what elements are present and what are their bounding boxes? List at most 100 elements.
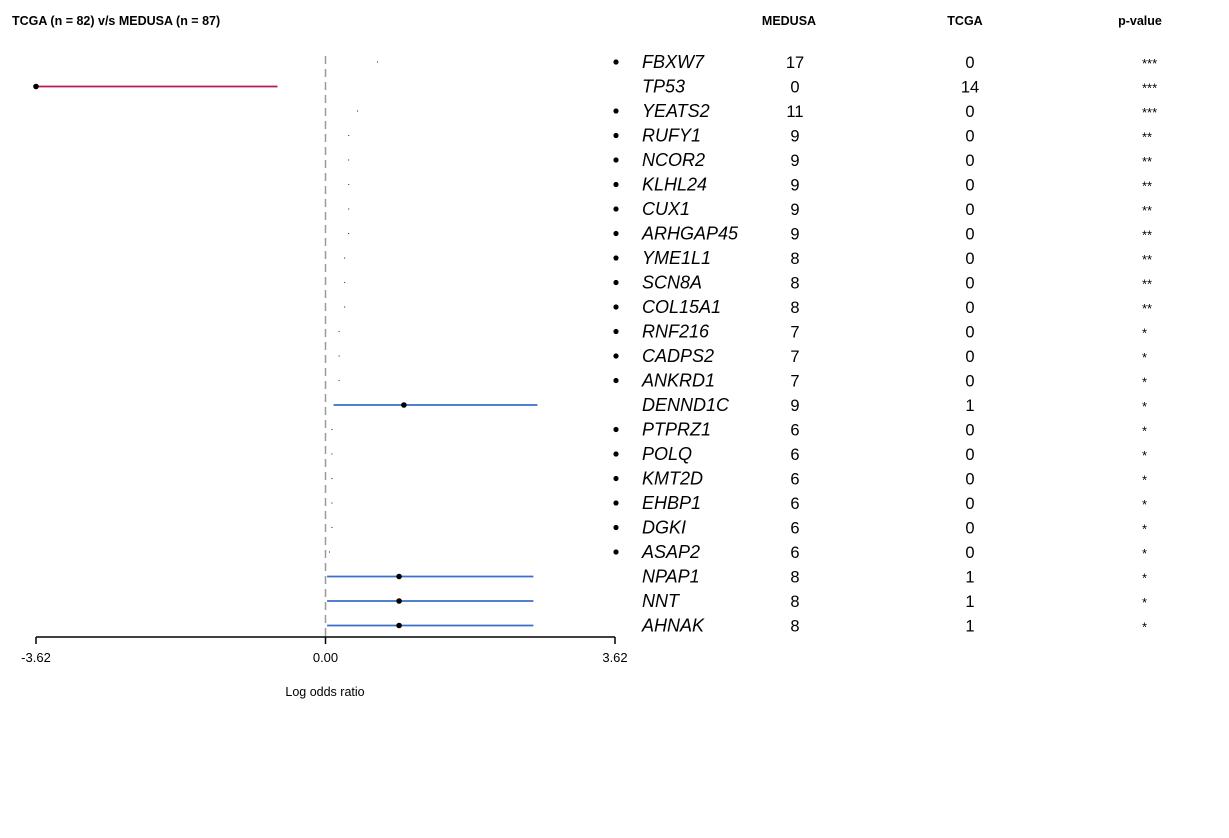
- forest-row: [331, 453, 333, 455]
- medusa-count: 9: [790, 177, 799, 195]
- gene-name: NCOR2: [642, 150, 705, 170]
- bullet-marker: [613, 524, 619, 531]
- medusa-count: 8: [790, 618, 799, 636]
- bullet-marker: [613, 475, 619, 482]
- medusa-count: 17: [786, 54, 804, 72]
- bullet-marker: [613, 108, 619, 114]
- odds-ratio-point: [328, 551, 331, 553]
- odds-ratio-point: [33, 83, 39, 90]
- x-tick-label: -3.62: [21, 650, 51, 665]
- pvalue-stars: **: [1142, 179, 1152, 194]
- forest-row: [33, 83, 278, 90]
- odds-ratio-point: [376, 61, 379, 63]
- medusa-count: 9: [790, 397, 799, 415]
- bullet-marker: [613, 353, 619, 359]
- medusa-count: 9: [790, 152, 799, 170]
- table-row: DENND1C 9 1 *: [642, 395, 1147, 415]
- medusa-count: 8: [790, 299, 799, 317]
- table-row: NNT 8 1 *: [642, 591, 1147, 611]
- tcga-count: 0: [965, 348, 974, 366]
- x-tick-label: 3.62: [602, 650, 627, 665]
- tcga-count: 0: [965, 471, 974, 489]
- pvalue-stars: *: [1142, 497, 1147, 512]
- gene-name: EHBP1: [642, 493, 701, 513]
- table-row: FBXW7 17 0 ***: [613, 52, 1157, 72]
- bullet-marker: [613, 132, 619, 139]
- medusa-count: 9: [790, 226, 799, 244]
- tcga-count: 0: [965, 128, 974, 146]
- odds-ratio-point: [344, 306, 346, 308]
- forest-marks: [33, 61, 538, 629]
- gene-name: KMT2D: [642, 469, 703, 489]
- bullet-marker: [613, 304, 619, 310]
- odds-ratio-point: [348, 232, 350, 235]
- bullet-marker: [613, 451, 619, 457]
- odds-ratio-point: [348, 134, 350, 137]
- gene-name: NPAP1: [642, 567, 700, 587]
- medusa-count: 0: [790, 79, 799, 97]
- medusa-count: 7: [790, 373, 799, 391]
- tcga-count: 0: [965, 544, 974, 562]
- medusa-count: 8: [790, 569, 799, 587]
- tcga-count: 0: [965, 275, 974, 293]
- pvalue-stars: **: [1142, 154, 1152, 169]
- bullet-marker: [613, 230, 619, 237]
- odds-ratio-point: [348, 208, 350, 210]
- medusa-count: 7: [790, 348, 799, 366]
- gene-name: KLHL24: [642, 175, 707, 195]
- tcga-count: 0: [965, 520, 974, 538]
- medusa-count: 8: [790, 275, 799, 293]
- odds-ratio-point: [331, 428, 333, 431]
- tcga-count: 0: [965, 226, 974, 244]
- tcga-count: 0: [965, 201, 974, 219]
- odds-ratio-point: [331, 526, 333, 529]
- tcga-count: 0: [965, 373, 974, 391]
- tcga-count: 0: [965, 422, 974, 440]
- pvalue-stars: *: [1142, 473, 1147, 488]
- pvalue-stars: **: [1142, 228, 1152, 243]
- table-row: NCOR2 9 0 **: [613, 150, 1152, 170]
- table-row: ANKRD1 7 0 *: [613, 371, 1147, 391]
- gene-name: YME1L1: [642, 248, 711, 268]
- odds-ratio-point: [331, 502, 333, 504]
- gene-name: AHNAK: [641, 616, 705, 636]
- forest-row: [338, 379, 340, 382]
- bullet-marker: [613, 377, 619, 384]
- pvalue-stars: ***: [1142, 105, 1157, 120]
- gene-name: DENND1C: [642, 395, 730, 415]
- forest-row: [328, 551, 331, 553]
- odds-ratio-point: [338, 379, 340, 382]
- table-row: SCN8A 8 0 **: [613, 273, 1152, 293]
- bullet-marker: [613, 500, 619, 506]
- x-tick-label: 0.00: [313, 650, 338, 665]
- table-row: KLHL24 9 0 **: [613, 175, 1152, 195]
- forest-row: [331, 477, 333, 480]
- tcga-count: 1: [965, 569, 974, 587]
- pvalue-stars: **: [1142, 130, 1152, 145]
- gene-name: PTPRZ1: [642, 420, 711, 440]
- pvalue-stars: *: [1142, 424, 1147, 439]
- gene-name: SCN8A: [642, 273, 702, 293]
- gene-name: ASAP2: [641, 542, 700, 562]
- tcga-count: 1: [965, 618, 974, 636]
- pvalue-stars: ***: [1142, 81, 1157, 96]
- table-row: CADPS2 7 0 *: [613, 346, 1147, 366]
- x-axis-ticks: -3.62 0.00 3.62: [21, 637, 628, 665]
- gene-name: RNF216: [642, 322, 710, 342]
- bullet-marker: [613, 59, 619, 65]
- pvalue-stars: *: [1142, 620, 1147, 635]
- tcga-count: 0: [965, 54, 974, 72]
- pvalue-stars: **: [1142, 203, 1152, 218]
- bullet-marker: [613, 328, 619, 335]
- table-row: AHNAK 8 1 *: [641, 616, 1147, 636]
- odds-ratio-point: [396, 598, 402, 604]
- pvalue-stars: *: [1142, 448, 1147, 463]
- pvalue-stars: *: [1142, 522, 1147, 537]
- table-row: COL15A1 8 0 **: [613, 297, 1152, 317]
- tcga-count: 1: [965, 593, 974, 611]
- pvalue-stars: *: [1142, 399, 1147, 414]
- tcga-column-header: TCGA: [947, 14, 982, 28]
- table-row: DGKI 6 0 *: [613, 518, 1147, 538]
- bullet-marker: [613, 549, 619, 555]
